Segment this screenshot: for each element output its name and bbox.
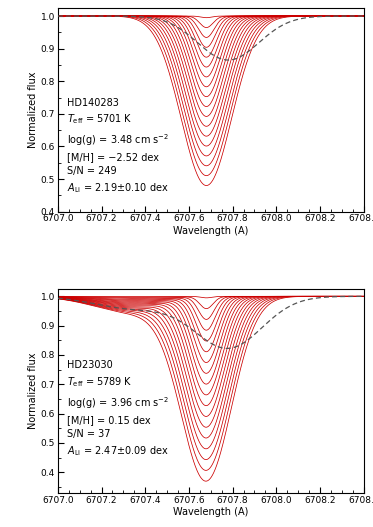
Y-axis label: Normalized flux: Normalized flux (28, 72, 38, 148)
X-axis label: Wavelength (A): Wavelength (A) (173, 508, 248, 518)
Y-axis label: Normalized flux: Normalized flux (28, 353, 38, 429)
Text: HD140283
$T_{\rm eff}$ = 5701 K
log(g) = 3.48 cm s$^{-2}$
[M/H] = −2.52 dex
S/N : HD140283 $T_{\rm eff}$ = 5701 K log(g) =… (67, 97, 169, 195)
Text: HD23030
$T_{\rm eff}$ = 5789 K
log(g) = 3.96 cm s$^{-2}$
[M/H] = 0.15 dex
S/N = : HD23030 $T_{\rm eff}$ = 5789 K log(g) = … (67, 360, 169, 457)
X-axis label: Wavelength (A): Wavelength (A) (173, 226, 248, 236)
